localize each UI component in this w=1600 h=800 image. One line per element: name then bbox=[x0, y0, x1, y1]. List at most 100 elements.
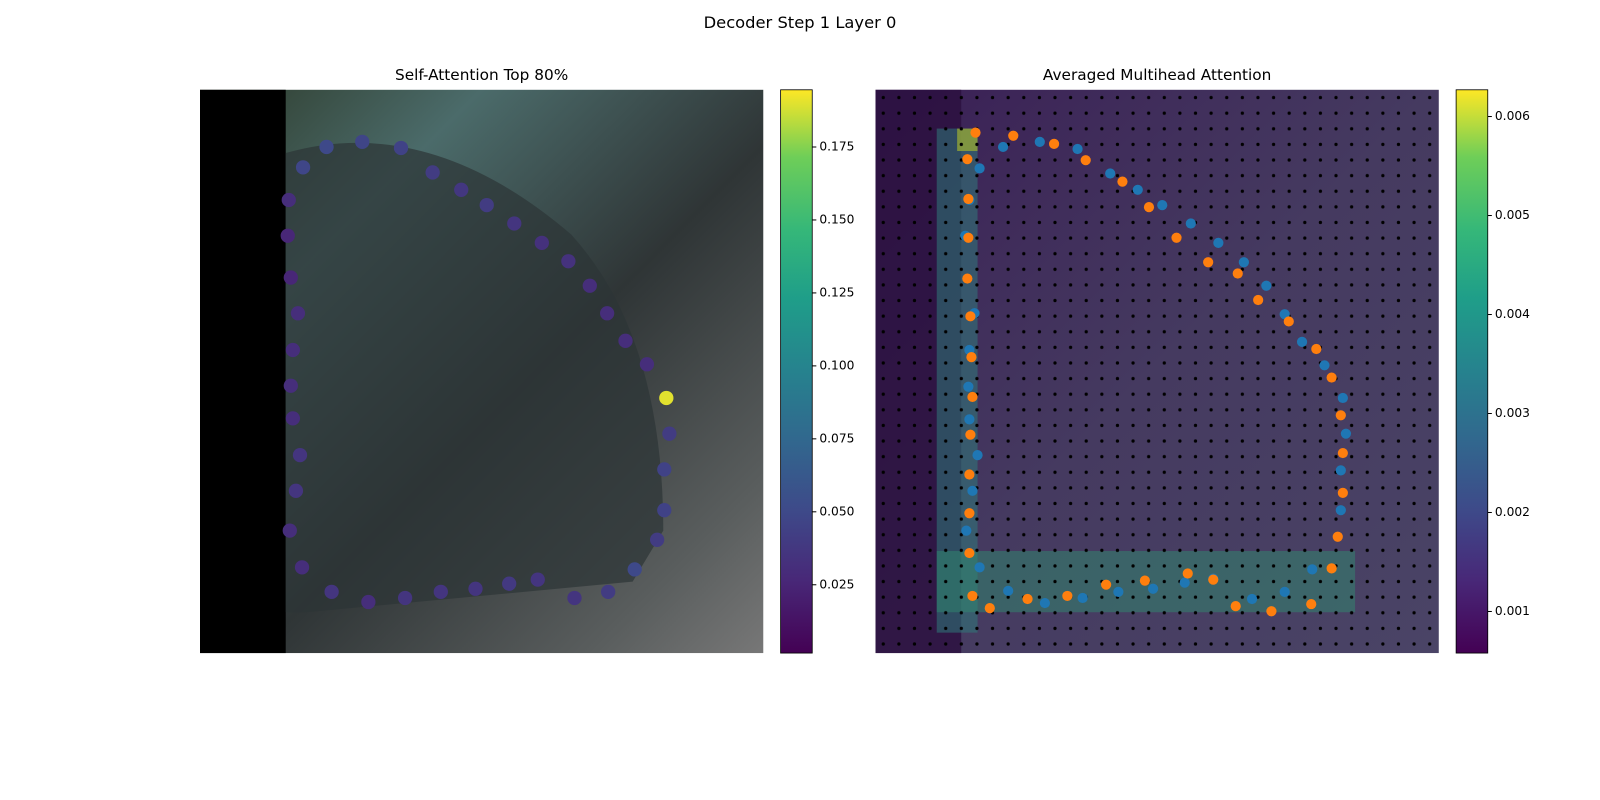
point bbox=[962, 273, 973, 284]
figure-title: Decoder Step 1 Layer 0 bbox=[704, 13, 897, 32]
point bbox=[1117, 176, 1128, 187]
point bbox=[1171, 232, 1182, 243]
point bbox=[454, 182, 469, 197]
grid-dots bbox=[875, 89, 1439, 654]
colorbar-tick-label: 0.004 bbox=[1495, 307, 1530, 321]
point bbox=[970, 127, 981, 138]
point bbox=[967, 590, 978, 602]
point bbox=[967, 485, 978, 496]
point bbox=[433, 584, 448, 599]
point bbox=[1261, 280, 1272, 291]
point bbox=[966, 352, 977, 363]
point bbox=[1306, 598, 1317, 610]
point bbox=[1157, 200, 1168, 211]
point bbox=[659, 390, 674, 406]
point bbox=[963, 381, 974, 392]
point bbox=[1101, 579, 1112, 590]
colorbar-tick-label: 0.005 bbox=[1495, 208, 1530, 222]
point bbox=[639, 357, 655, 372]
point bbox=[567, 590, 582, 606]
point bbox=[972, 450, 983, 461]
colorbar-tick-label: 0.003 bbox=[1495, 406, 1530, 420]
point bbox=[280, 228, 295, 243]
point bbox=[1337, 392, 1348, 404]
colorbar-tick-label: 0.002 bbox=[1495, 505, 1530, 519]
point bbox=[530, 572, 545, 587]
point bbox=[1179, 577, 1190, 588]
point bbox=[1335, 410, 1346, 421]
point bbox=[967, 391, 978, 403]
point bbox=[1232, 268, 1243, 279]
colorbar-tick-label: 0.075 bbox=[819, 431, 854, 445]
point bbox=[1213, 237, 1224, 248]
point bbox=[1340, 428, 1352, 439]
point bbox=[283, 378, 298, 393]
point bbox=[974, 562, 985, 573]
point bbox=[283, 270, 298, 285]
point bbox=[650, 532, 665, 547]
point bbox=[290, 306, 306, 321]
point bbox=[479, 197, 494, 213]
point bbox=[1230, 601, 1241, 612]
point bbox=[1238, 257, 1249, 268]
point bbox=[1307, 564, 1318, 575]
point bbox=[1139, 575, 1150, 586]
point bbox=[1283, 316, 1294, 327]
point bbox=[1048, 138, 1060, 149]
point bbox=[294, 560, 310, 575]
point bbox=[657, 503, 672, 518]
point bbox=[1208, 574, 1219, 585]
point bbox=[361, 594, 376, 610]
point bbox=[1335, 465, 1346, 476]
point bbox=[1311, 343, 1322, 355]
colorbar bbox=[780, 89, 813, 654]
point bbox=[964, 547, 975, 559]
point bbox=[282, 523, 297, 538]
point bbox=[962, 154, 973, 165]
point bbox=[1337, 447, 1348, 459]
point bbox=[964, 414, 975, 425]
point bbox=[1132, 184, 1143, 195]
point bbox=[1296, 336, 1308, 347]
colorbar-tick-label: 0.175 bbox=[819, 139, 854, 153]
point bbox=[355, 134, 370, 149]
point bbox=[393, 140, 409, 156]
point bbox=[1182, 568, 1193, 579]
point bbox=[295, 160, 311, 175]
point bbox=[1326, 372, 1337, 383]
point bbox=[502, 576, 517, 591]
point bbox=[1279, 586, 1290, 597]
point bbox=[1039, 597, 1050, 609]
point bbox=[425, 165, 440, 180]
point bbox=[965, 429, 976, 440]
colorbar-tick-label: 0.125 bbox=[819, 285, 854, 299]
point bbox=[963, 193, 974, 205]
point bbox=[618, 333, 633, 348]
point bbox=[1246, 593, 1258, 605]
point bbox=[1266, 606, 1277, 617]
point bbox=[1337, 487, 1348, 498]
point bbox=[288, 483, 304, 498]
point bbox=[1062, 590, 1073, 602]
point bbox=[1319, 360, 1330, 371]
point bbox=[657, 462, 672, 477]
point bbox=[1203, 257, 1214, 268]
point bbox=[662, 426, 677, 441]
point bbox=[601, 584, 616, 599]
point bbox=[984, 603, 995, 614]
point bbox=[1147, 583, 1159, 594]
point bbox=[582, 278, 597, 293]
point bbox=[285, 411, 300, 426]
axes-title: Averaged Multihead Attention bbox=[1043, 66, 1271, 84]
colorbar-tick-label: 0.100 bbox=[819, 358, 854, 372]
point bbox=[1335, 505, 1346, 516]
point bbox=[965, 311, 976, 322]
point bbox=[534, 235, 549, 250]
colorbar-tick-label: 0.001 bbox=[1495, 604, 1530, 618]
point bbox=[964, 469, 975, 480]
point bbox=[1034, 136, 1045, 147]
point bbox=[324, 584, 339, 599]
point bbox=[1072, 143, 1083, 155]
point bbox=[961, 525, 972, 536]
